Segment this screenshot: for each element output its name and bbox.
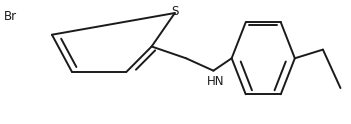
Text: Br: Br bbox=[4, 10, 17, 23]
Text: S: S bbox=[171, 5, 179, 18]
Text: HN: HN bbox=[206, 75, 224, 88]
